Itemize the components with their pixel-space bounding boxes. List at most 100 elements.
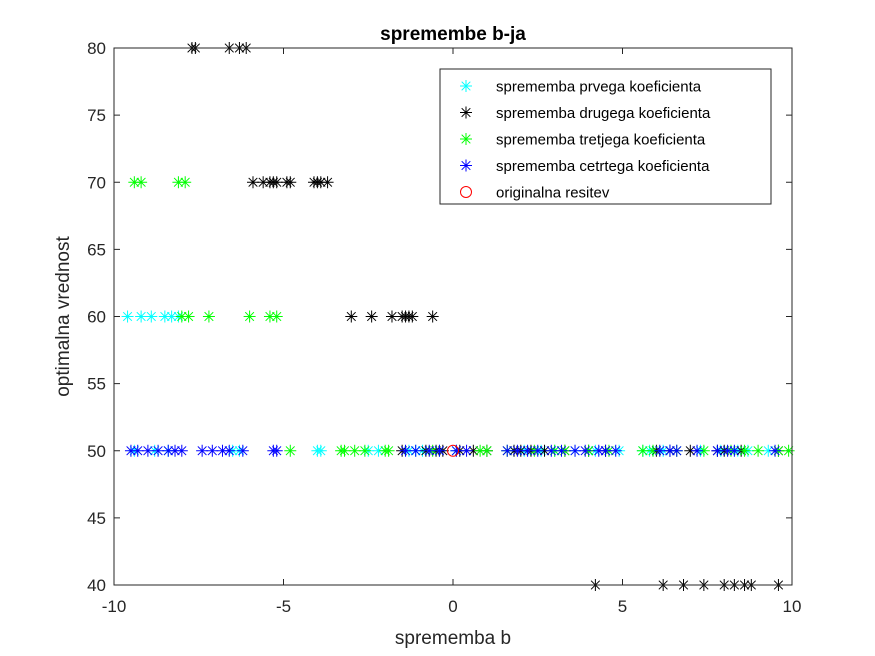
y-axis-label: optimalna vrednost — [53, 236, 74, 397]
data-point — [579, 444, 592, 457]
legend: sprememba prvega koeficienta sprememba dr… — [439, 68, 772, 205]
legend-label: sprememba drugega koeficienta — [496, 105, 711, 122]
data-point — [599, 444, 612, 457]
data-point — [609, 444, 622, 457]
x-tick-label: 10 — [783, 597, 802, 616]
legend-marker — [460, 80, 472, 92]
data-point — [474, 444, 487, 457]
data-point — [569, 444, 582, 457]
legend-item: sprememba prvega koeficienta — [460, 79, 702, 96]
data-point — [636, 444, 649, 457]
data-point — [447, 444, 459, 457]
data-point — [179, 176, 192, 189]
data-point — [182, 310, 195, 323]
legend-item: sprememba drugega koeficienta — [460, 105, 711, 122]
y-tick-label: 65 — [87, 240, 106, 259]
legend-label: originalna resitev — [496, 185, 610, 202]
data-point — [358, 444, 371, 457]
y-tick-label: 80 — [87, 39, 106, 58]
series-4 — [124, 444, 782, 457]
legend-label: sprememba cetrtega koeficienta — [496, 158, 710, 175]
data-point — [348, 444, 361, 457]
data-point — [684, 444, 697, 457]
x-tick-label: 5 — [618, 597, 627, 616]
data-point — [545, 444, 558, 457]
data-point — [769, 444, 782, 457]
data-point — [175, 444, 188, 457]
chart-title: spremembe b-ja — [380, 24, 526, 45]
y-tick-label: 60 — [87, 308, 106, 327]
data-point — [236, 444, 249, 457]
data-point — [592, 444, 605, 457]
data-point — [145, 310, 158, 323]
legend-item: originalna resitev — [460, 185, 610, 202]
y-tick-label: 70 — [87, 173, 106, 192]
data-point — [521, 444, 534, 457]
y-tick-label: 75 — [87, 106, 106, 125]
data-point — [321, 176, 334, 189]
data-point — [135, 310, 148, 323]
legend-marker — [460, 186, 472, 198]
data-point — [721, 444, 734, 457]
data-point — [531, 444, 544, 457]
data-point — [365, 310, 378, 323]
data-point — [711, 444, 724, 457]
data-point — [162, 444, 175, 457]
data-point — [728, 444, 741, 457]
data-point — [243, 310, 256, 323]
data-point — [691, 444, 704, 457]
legend-marker — [460, 159, 472, 172]
legend-item: sprememba tretjega koeficienta — [460, 132, 706, 149]
legend-marker — [460, 106, 472, 119]
data-point — [284, 444, 297, 457]
x-tick-label: -10 — [102, 597, 127, 616]
data-point — [196, 444, 209, 457]
data-point — [555, 444, 568, 457]
data-point — [128, 176, 141, 189]
y-tick-label: 40 — [87, 576, 106, 595]
y-tick-label: 45 — [87, 509, 106, 528]
data-point — [385, 310, 398, 323]
data-point — [223, 444, 236, 457]
series-5 — [447, 444, 459, 457]
y-tick-label: 50 — [87, 442, 106, 461]
legend-label: sprememba tretjega koeficienta — [496, 132, 706, 149]
data-point — [670, 444, 683, 457]
data-point — [121, 310, 134, 323]
data-point — [284, 176, 297, 189]
data-point — [270, 310, 283, 323]
data-point — [152, 444, 165, 457]
data-point — [460, 444, 473, 457]
legend-label: sprememba prvega koeficienta — [496, 79, 702, 96]
data-point — [270, 444, 283, 457]
data-point — [480, 444, 493, 457]
data-point — [752, 444, 765, 457]
data-point — [131, 444, 144, 457]
data-point — [382, 444, 395, 457]
data-point — [246, 176, 259, 189]
legend-box — [439, 68, 772, 205]
data-point — [169, 444, 182, 457]
y-tick-label: 55 — [87, 375, 106, 394]
data-point — [409, 444, 422, 457]
data-point — [206, 444, 219, 457]
data-marks — [121, 42, 795, 591]
axis-ticks: -10 -5 0 5 10 40 45 50 55 60 65 70 75 80 — [87, 39, 801, 616]
data-point — [406, 310, 419, 323]
x-tick-label: -5 — [276, 597, 291, 616]
data-point — [202, 310, 215, 323]
data-point — [338, 444, 351, 457]
data-point — [511, 444, 524, 457]
data-point — [501, 444, 514, 457]
data-point — [345, 310, 358, 323]
data-point — [314, 176, 327, 189]
plot-frame — [113, 47, 793, 586]
legend-marker — [460, 133, 472, 145]
data-point — [738, 444, 751, 457]
data-point — [433, 444, 446, 457]
x-axis-label: sprememba b — [395, 628, 511, 649]
data-point — [653, 444, 666, 457]
x-tick-label: 0 — [448, 597, 457, 616]
data-point — [270, 176, 283, 189]
